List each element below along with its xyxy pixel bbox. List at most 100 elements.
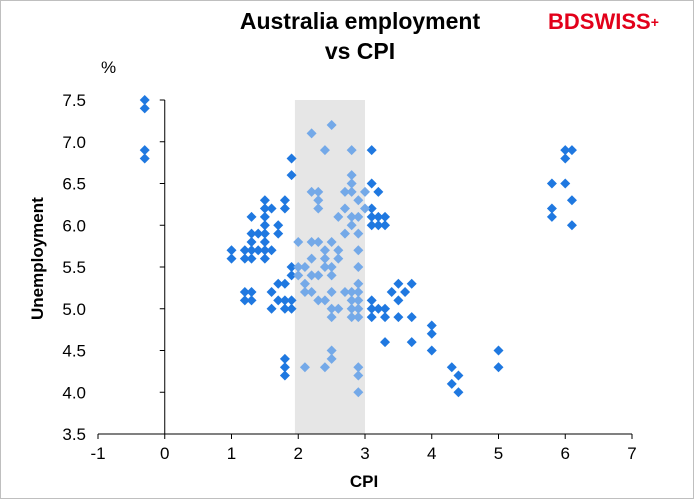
y-tick-label: 6.0 [62, 216, 86, 235]
chart-title-line-1: Australia employment [239, 8, 481, 34]
x-tick-label: 1 [227, 444, 236, 463]
data-point [286, 303, 297, 314]
data-point [493, 345, 504, 356]
brand-logo-swiss: SWISS [579, 9, 651, 34]
data-point [139, 145, 150, 156]
data-point [546, 211, 557, 222]
x-tick-label: 6 [561, 444, 570, 463]
data-point [313, 270, 324, 281]
data-point [286, 295, 297, 306]
data-point [333, 303, 344, 314]
data-point [360, 186, 370, 197]
data-point [426, 345, 437, 356]
data-point [286, 262, 297, 272]
data-point [366, 145, 377, 156]
data-point [259, 203, 270, 214]
data-point [266, 303, 277, 314]
y-tick-label: 3.5 [62, 425, 86, 444]
data-point [299, 278, 310, 289]
y-tick-label: 4.0 [62, 383, 86, 402]
data-point [279, 370, 290, 381]
x-tick-label: 2 [294, 444, 303, 463]
data-point [313, 195, 324, 206]
data-point [406, 337, 417, 348]
data-point [279, 362, 290, 373]
data-point [293, 236, 304, 247]
data-point [353, 295, 364, 306]
data-point [266, 245, 277, 256]
data-point [386, 287, 397, 298]
data-point [426, 320, 437, 331]
data-point [453, 387, 464, 398]
data-point [333, 253, 344, 264]
data-point [246, 245, 257, 256]
data-point [326, 312, 337, 323]
data-point [306, 270, 317, 281]
data-point [279, 195, 290, 206]
brand-logo-bd: BD [548, 9, 580, 34]
data-point [339, 186, 350, 197]
y-tick-label: 7.5 [62, 91, 86, 110]
data-point [279, 303, 290, 314]
data-point [326, 345, 337, 356]
data-point [380, 303, 391, 314]
data-point [566, 220, 577, 231]
brand-logo: BDSWISS+ [548, 9, 659, 35]
y-unit-label: % [101, 58, 117, 77]
data-point [293, 270, 304, 281]
data-point [366, 178, 377, 189]
data-point [339, 287, 350, 298]
data-point [239, 295, 250, 306]
data-point [239, 253, 250, 264]
data-point [546, 178, 557, 189]
data-point [339, 228, 350, 239]
data-point [246, 228, 257, 239]
data-point [393, 312, 404, 323]
data-point [346, 303, 357, 314]
data-point [426, 328, 437, 339]
data-point [313, 203, 324, 214]
data-point [273, 228, 284, 239]
data-point [346, 220, 357, 231]
data-point [346, 145, 357, 156]
data-point [560, 145, 571, 156]
data-point [326, 303, 337, 314]
data-point [139, 153, 150, 164]
data-point [266, 203, 277, 214]
data-point [333, 211, 344, 222]
data-point [306, 128, 317, 139]
data-point [353, 228, 364, 239]
x-axis-label: CPI [349, 472, 379, 491]
data-point [259, 211, 270, 222]
data-point [326, 270, 337, 281]
data-point [333, 245, 344, 256]
data-point [546, 203, 557, 214]
data-point [380, 312, 391, 323]
data-point [353, 287, 364, 298]
y-tick-label: 4.5 [62, 342, 86, 361]
data-point [560, 153, 571, 164]
data-point [266, 287, 277, 298]
data-point [380, 220, 391, 231]
data-point [139, 95, 150, 105]
y-tick-label: 5.5 [62, 258, 86, 277]
x-tick-label: 4 [427, 444, 436, 463]
data-point [246, 253, 257, 264]
data-point [246, 287, 257, 298]
data-point [286, 270, 297, 281]
data-point [326, 353, 337, 364]
data-point [366, 295, 377, 306]
data-point [346, 178, 357, 189]
data-point [273, 278, 284, 289]
data-point [253, 228, 264, 239]
data-point [339, 203, 350, 214]
data-point [326, 262, 337, 272]
data-point [139, 103, 150, 114]
data-point [366, 211, 377, 222]
data-point [319, 253, 330, 264]
data-point [259, 253, 270, 264]
data-point [393, 295, 404, 306]
data-point [259, 220, 270, 231]
data-point [380, 337, 391, 348]
data-point [306, 186, 317, 197]
